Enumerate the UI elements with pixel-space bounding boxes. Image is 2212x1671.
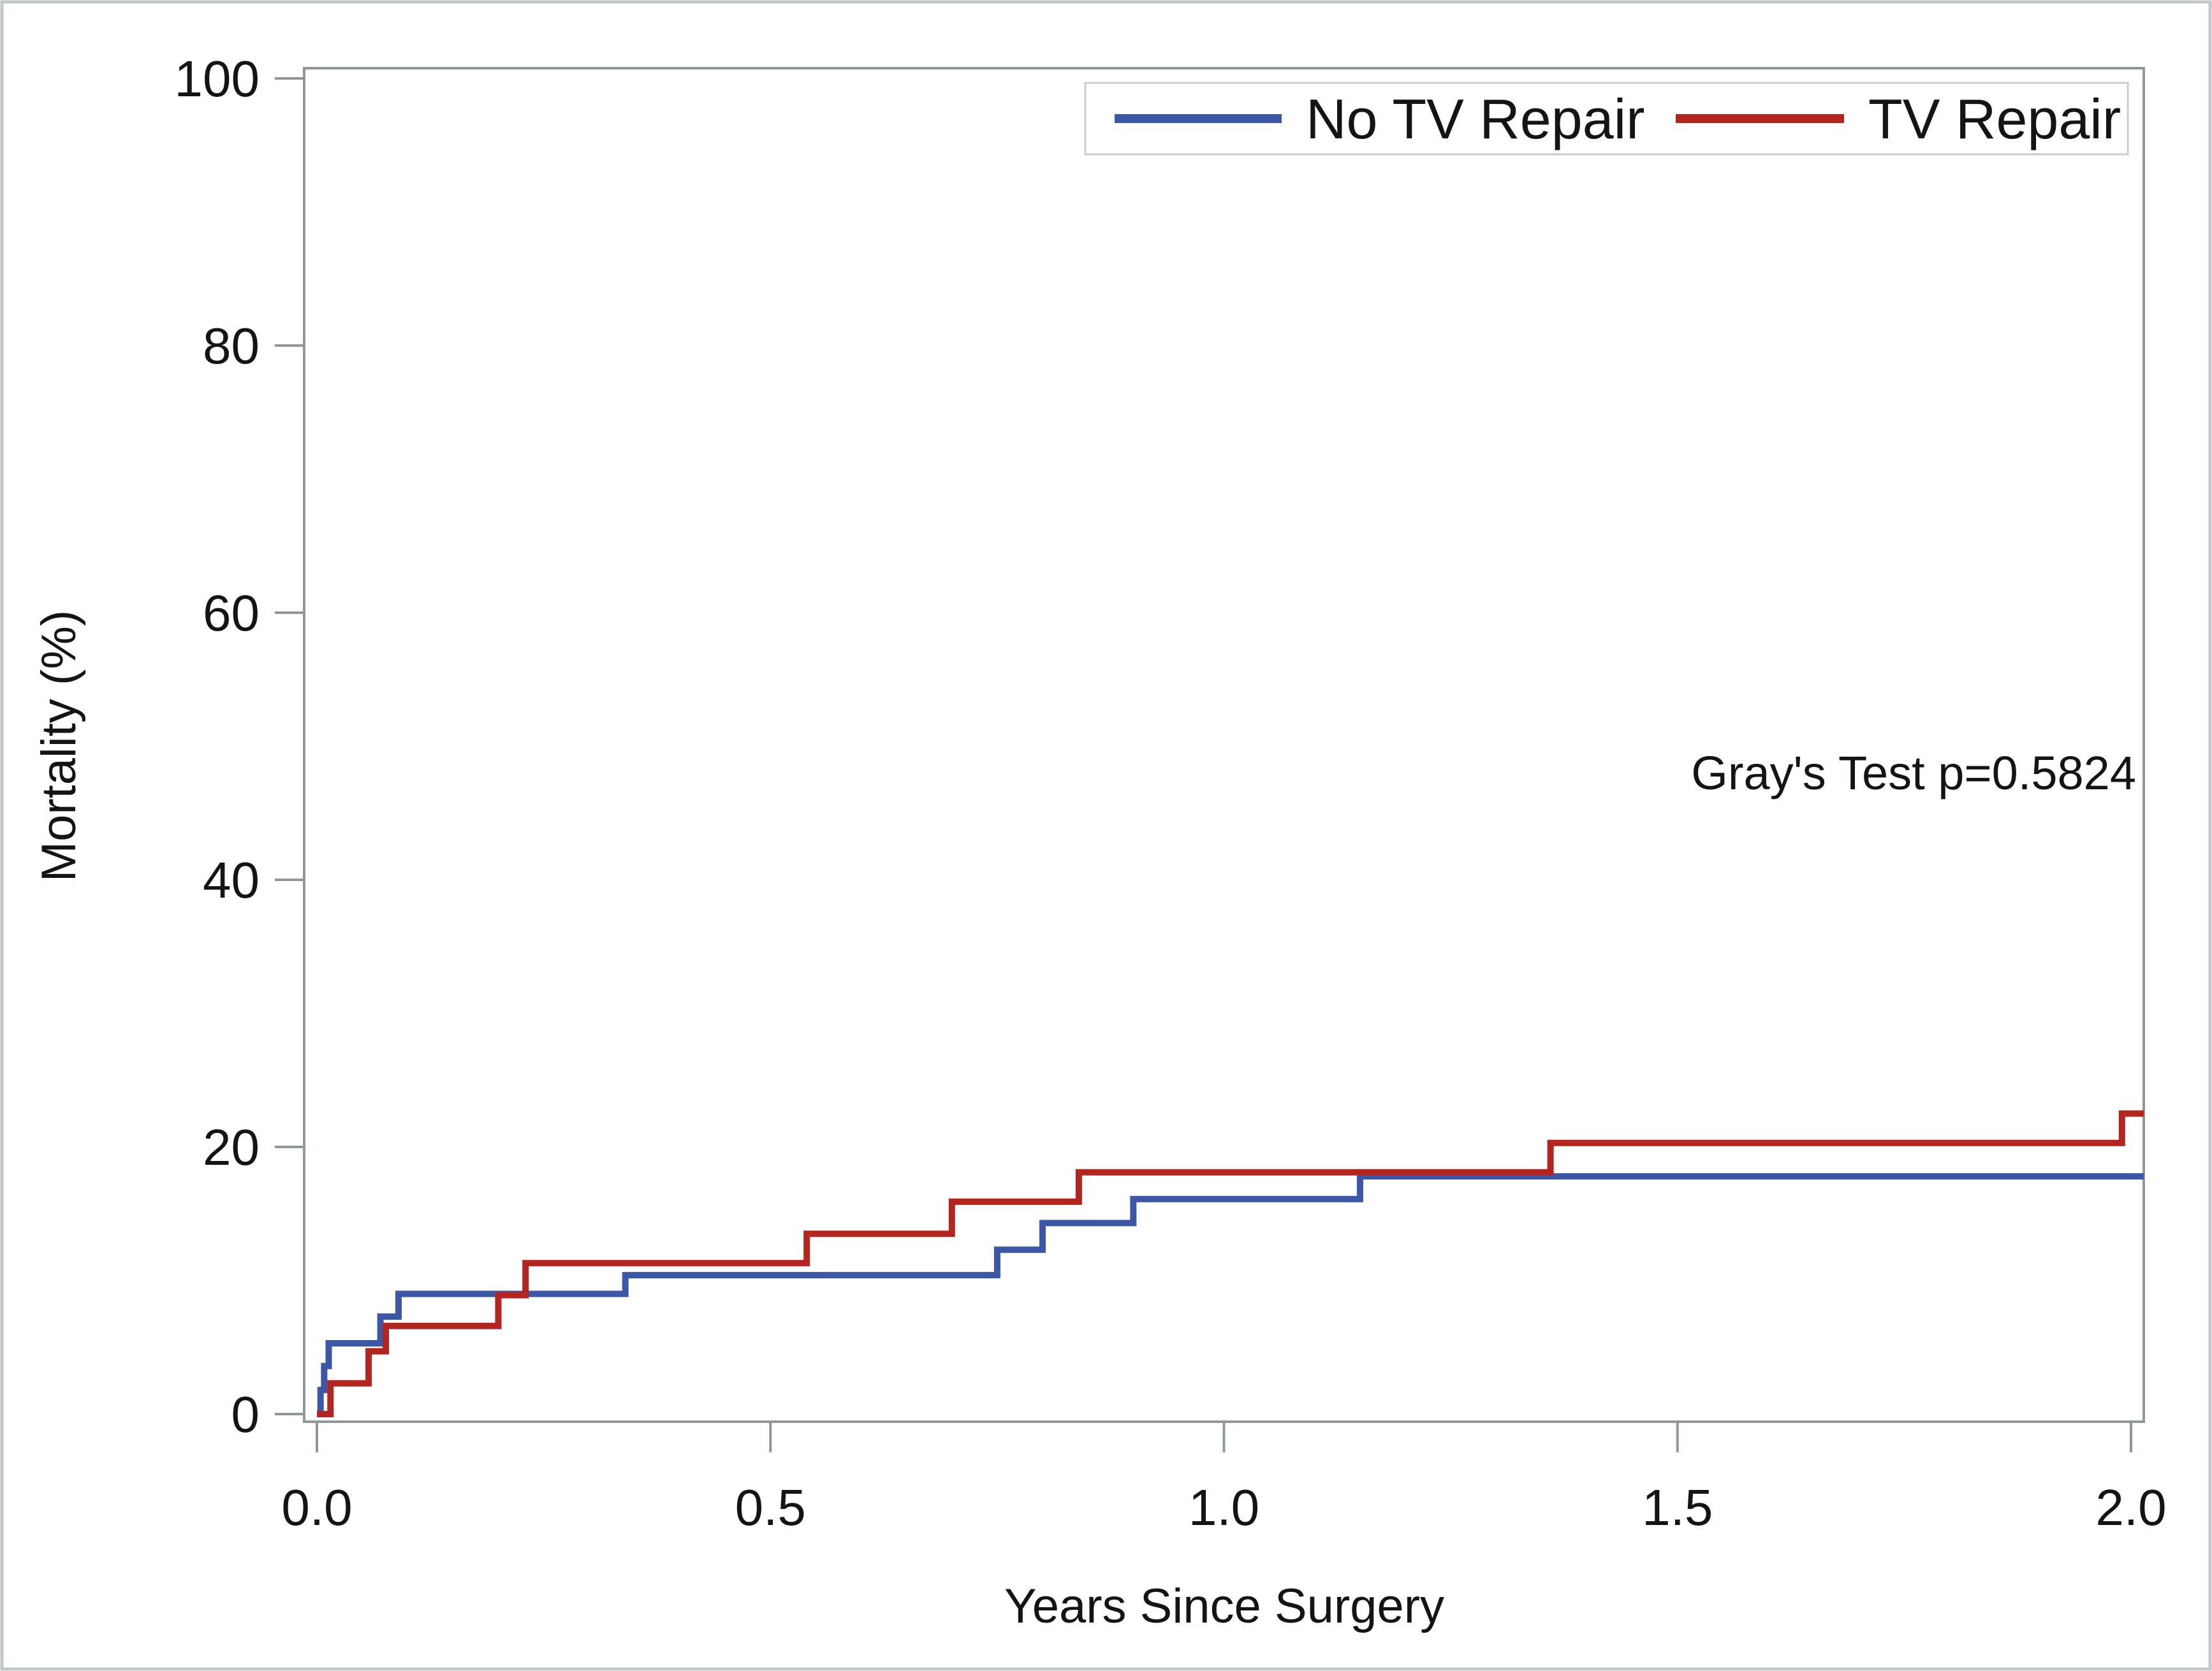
x-tick-label: 2.0 xyxy=(2095,1479,2166,1536)
y-tick-label: 40 xyxy=(203,852,260,908)
y-tick-label: 0 xyxy=(231,1386,260,1443)
y-tick-label: 60 xyxy=(203,585,260,641)
x-tick-label: 1.5 xyxy=(1642,1479,1713,1536)
plot-frame xyxy=(303,67,2145,1423)
x-tick-label: 0.0 xyxy=(281,1479,352,1536)
x-axis-ticks: 0.0 0.5 1.0 1.5 2.0 xyxy=(281,1422,2167,1536)
y-tick-label: 80 xyxy=(203,317,260,374)
y-tick-label: 100 xyxy=(175,50,260,107)
y-axis-ticks: 0 20 40 60 80 100 xyxy=(175,50,304,1443)
legend-label-tv-repair: TV Repair xyxy=(1868,87,2121,150)
x-axis-title: Years Since Surgery xyxy=(1004,1579,1444,1633)
annotation-grays-test: Gray's Test p=0.5824 xyxy=(1691,747,2136,799)
series-path-tv-repair xyxy=(317,1110,2144,1417)
series-curves xyxy=(317,1110,2144,1417)
x-tick-label: 1.0 xyxy=(1189,1479,1259,1536)
legend-label-no-tv-repair: No TV Repair xyxy=(1306,87,1644,150)
y-axis-title: Mortality (%) xyxy=(32,610,86,882)
y-tick-label: 20 xyxy=(203,1119,260,1176)
x-tick-label: 0.5 xyxy=(735,1479,806,1536)
legend: No TV Repair TV Repair xyxy=(1084,82,2129,156)
